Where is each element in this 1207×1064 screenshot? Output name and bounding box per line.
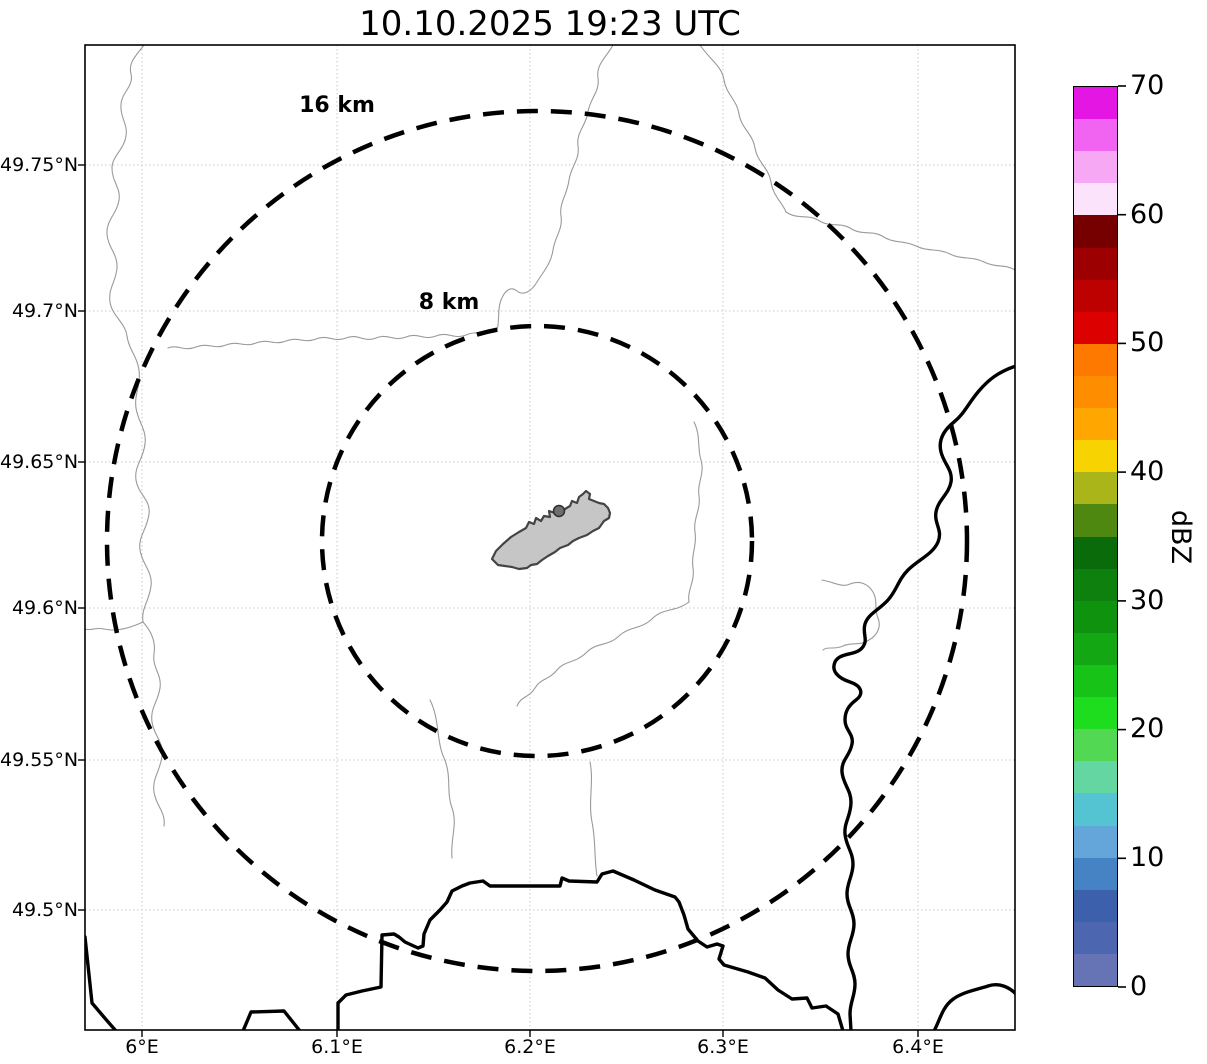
colorbar-segment <box>1074 343 1117 376</box>
lat-tick-label: 49.65°N <box>0 451 79 473</box>
lon-tick-label: 6.2°E <box>504 1036 556 1058</box>
colorbar-segment <box>1074 375 1117 409</box>
colorbar-tick-label: 10 <box>1130 842 1165 873</box>
colorbar-tick-label: 20 <box>1130 713 1165 744</box>
range-ring-label-16km: 16 km <box>299 93 375 118</box>
graticule-gridlines <box>85 45 1015 1030</box>
lon-tick-label: 6.1°E <box>311 1036 363 1058</box>
colorbar <box>1073 86 1118 987</box>
admin-boundary-lines <box>85 45 1015 877</box>
colorbar-axis-label: dBZ <box>1165 509 1196 565</box>
range-ring-label-8km: 8 km <box>418 290 480 315</box>
colorbar-segment <box>1074 953 1117 987</box>
axis-tick-marks <box>78 164 919 1037</box>
colorbar-segment <box>1074 472 1117 505</box>
map-frame <box>84 44 1016 1031</box>
colorbar-segment <box>1074 921 1117 954</box>
colorbar-segment <box>1074 119 1117 152</box>
range-rings <box>104 108 970 974</box>
colorbar-segment <box>1074 664 1117 698</box>
colorbar-segment <box>1074 279 1117 312</box>
lat-tick-label: 49.7°N <box>11 300 78 322</box>
colorbar-segment <box>1074 568 1117 601</box>
colorbar-tick-marks <box>1118 85 1126 988</box>
colorbar-segment <box>1074 761 1117 794</box>
radar-site-area <box>490 489 612 571</box>
colorbar-segment <box>1074 889 1117 922</box>
colorbar-segment <box>1074 247 1117 280</box>
page-title: 10.10.2025 19:23 UTC <box>359 4 741 44</box>
colorbar-segment <box>1074 697 1117 730</box>
colorbar-tick-label: 50 <box>1130 327 1165 358</box>
lat-tick-label: 49.6°N <box>11 597 78 619</box>
colorbar-segment <box>1074 504 1117 537</box>
lat-tick-label: 49.5°N <box>11 899 78 921</box>
colorbar-segment <box>1074 793 1117 826</box>
lat-tick-label: 49.55°N <box>0 749 79 771</box>
border-line-west <box>85 935 118 1030</box>
lat-tick-label: 49.75°N <box>0 154 79 176</box>
river-line <box>832 364 1015 1030</box>
lon-tick-label: 6.4°E <box>892 1036 944 1058</box>
site-area-polygon <box>490 489 612 571</box>
border-line-main <box>336 869 845 1030</box>
colorbar-segment <box>1074 215 1117 248</box>
colorbar-segment <box>1074 825 1117 858</box>
colorbar-segment <box>1074 151 1117 184</box>
colorbar-tick-label: 60 <box>1130 199 1165 230</box>
colorbar-segment <box>1074 632 1117 665</box>
range-ring-8km <box>319 323 755 759</box>
colorbar-tick-label: 40 <box>1130 456 1165 487</box>
colorbar-segment <box>1074 183 1117 216</box>
border-line-southeast <box>932 983 1015 1030</box>
lon-tick-label: 6°E <box>125 1036 159 1058</box>
colorbar-segment <box>1074 600 1117 633</box>
colorbar-segment <box>1074 311 1117 344</box>
border-line-bump <box>241 1009 302 1030</box>
colorbar-tick-label: 70 <box>1130 70 1165 101</box>
colorbar-segment <box>1074 408 1117 441</box>
colorbar-segment <box>1074 857 1117 890</box>
country-border-river-lines <box>85 364 1015 1030</box>
site-marker-dot <box>552 504 566 518</box>
range-ring-16km <box>104 108 970 974</box>
colorbar-tick-label: 30 <box>1130 585 1165 616</box>
colorbar-segment <box>1074 440 1117 473</box>
colorbar-segment <box>1074 87 1117 120</box>
colorbar-tick-label: 0 <box>1130 971 1148 1002</box>
colorbar-segment <box>1074 729 1117 762</box>
lon-tick-label: 6.3°E <box>697 1036 749 1058</box>
colorbar-segment <box>1074 536 1117 569</box>
